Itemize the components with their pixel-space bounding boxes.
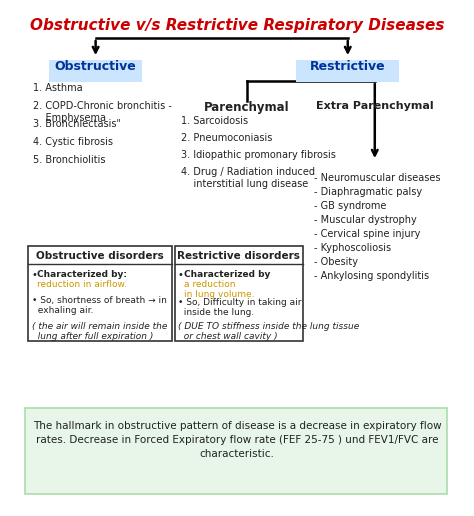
Text: Restrictive disorders: Restrictive disorders (177, 251, 300, 261)
Text: • So, shortness of breath → in
  exhaling air.: • So, shortness of breath → in exhaling … (32, 296, 166, 315)
Text: reduction in airflow.: reduction in airflow. (37, 280, 127, 289)
Text: - Kyphoscoliosis: - Kyphoscoliosis (314, 243, 392, 253)
Text: Characterized by: Characterized by (184, 270, 270, 279)
Text: 1. Asthma: 1. Asthma (33, 83, 82, 93)
Text: ( the air will remain inside the
  lung after full expiration ): ( the air will remain inside the lung af… (32, 322, 167, 342)
Text: 1. Sarcoidosis: 1. Sarcoidosis (181, 116, 248, 126)
Text: • So, Difficulty in taking air
  inside the lung.: • So, Difficulty in taking air inside th… (179, 298, 302, 317)
Text: - GB syndrome: - GB syndrome (314, 201, 387, 211)
Bar (175, 246, 303, 341)
Bar (28, 246, 172, 341)
Text: •: • (179, 270, 187, 280)
FancyBboxPatch shape (26, 408, 447, 494)
Text: Parenchymal: Parenchymal (204, 101, 290, 114)
Text: The hallmark in obstructive pattern of disease is a decrease in expiratory flow
: The hallmark in obstructive pattern of d… (33, 421, 441, 459)
Text: 5. Bronchiolitis: 5. Bronchiolitis (33, 155, 105, 165)
Text: 4. Cystic fibrosis: 4. Cystic fibrosis (33, 137, 113, 147)
Text: 2. COPD-Chronic bronchitis -
    Emphysema: 2. COPD-Chronic bronchitis - Emphysema (33, 101, 172, 123)
Text: Extra Parenchymal: Extra Parenchymal (316, 101, 434, 111)
Text: Obstructive disorders: Obstructive disorders (36, 251, 164, 261)
Text: - Obesity: - Obesity (314, 257, 358, 267)
FancyBboxPatch shape (49, 60, 143, 82)
Text: a reduction
in lung volume.: a reduction in lung volume. (184, 280, 255, 299)
Text: - Cervical spine injury: - Cervical spine injury (314, 229, 421, 239)
Text: •: • (32, 270, 41, 280)
Text: - Ankylosing spondylitis: - Ankylosing spondylitis (314, 271, 429, 281)
Text: Obstructive v/s Restrictive Respiratory Diseases: Obstructive v/s Restrictive Respiratory … (30, 18, 444, 33)
Text: ( DUE TO stiffness inside the lung tissue
  or chest wall cavity ): ( DUE TO stiffness inside the lung tissu… (179, 322, 360, 342)
Text: 3. Idiopathic promonary fibrosis: 3. Idiopathic promonary fibrosis (181, 150, 336, 160)
Text: Characterized by:: Characterized by: (37, 270, 127, 279)
Text: Obstructive: Obstructive (55, 59, 137, 73)
Text: 4. Drug / Radiation induced
    interstitial lung disease: 4. Drug / Radiation induced interstitial… (181, 167, 315, 189)
Text: Restrictive: Restrictive (310, 59, 385, 73)
Text: 3. Bronchiectasis": 3. Bronchiectasis" (33, 119, 120, 129)
FancyBboxPatch shape (296, 60, 399, 82)
Text: - Diaphragmatic palsy: - Diaphragmatic palsy (314, 187, 422, 197)
Text: - Neuromuscular diseases: - Neuromuscular diseases (314, 173, 441, 183)
Text: 2. Pneumoconiasis: 2. Pneumoconiasis (181, 133, 273, 143)
Text: - Muscular dystrophy: - Muscular dystrophy (314, 215, 417, 225)
